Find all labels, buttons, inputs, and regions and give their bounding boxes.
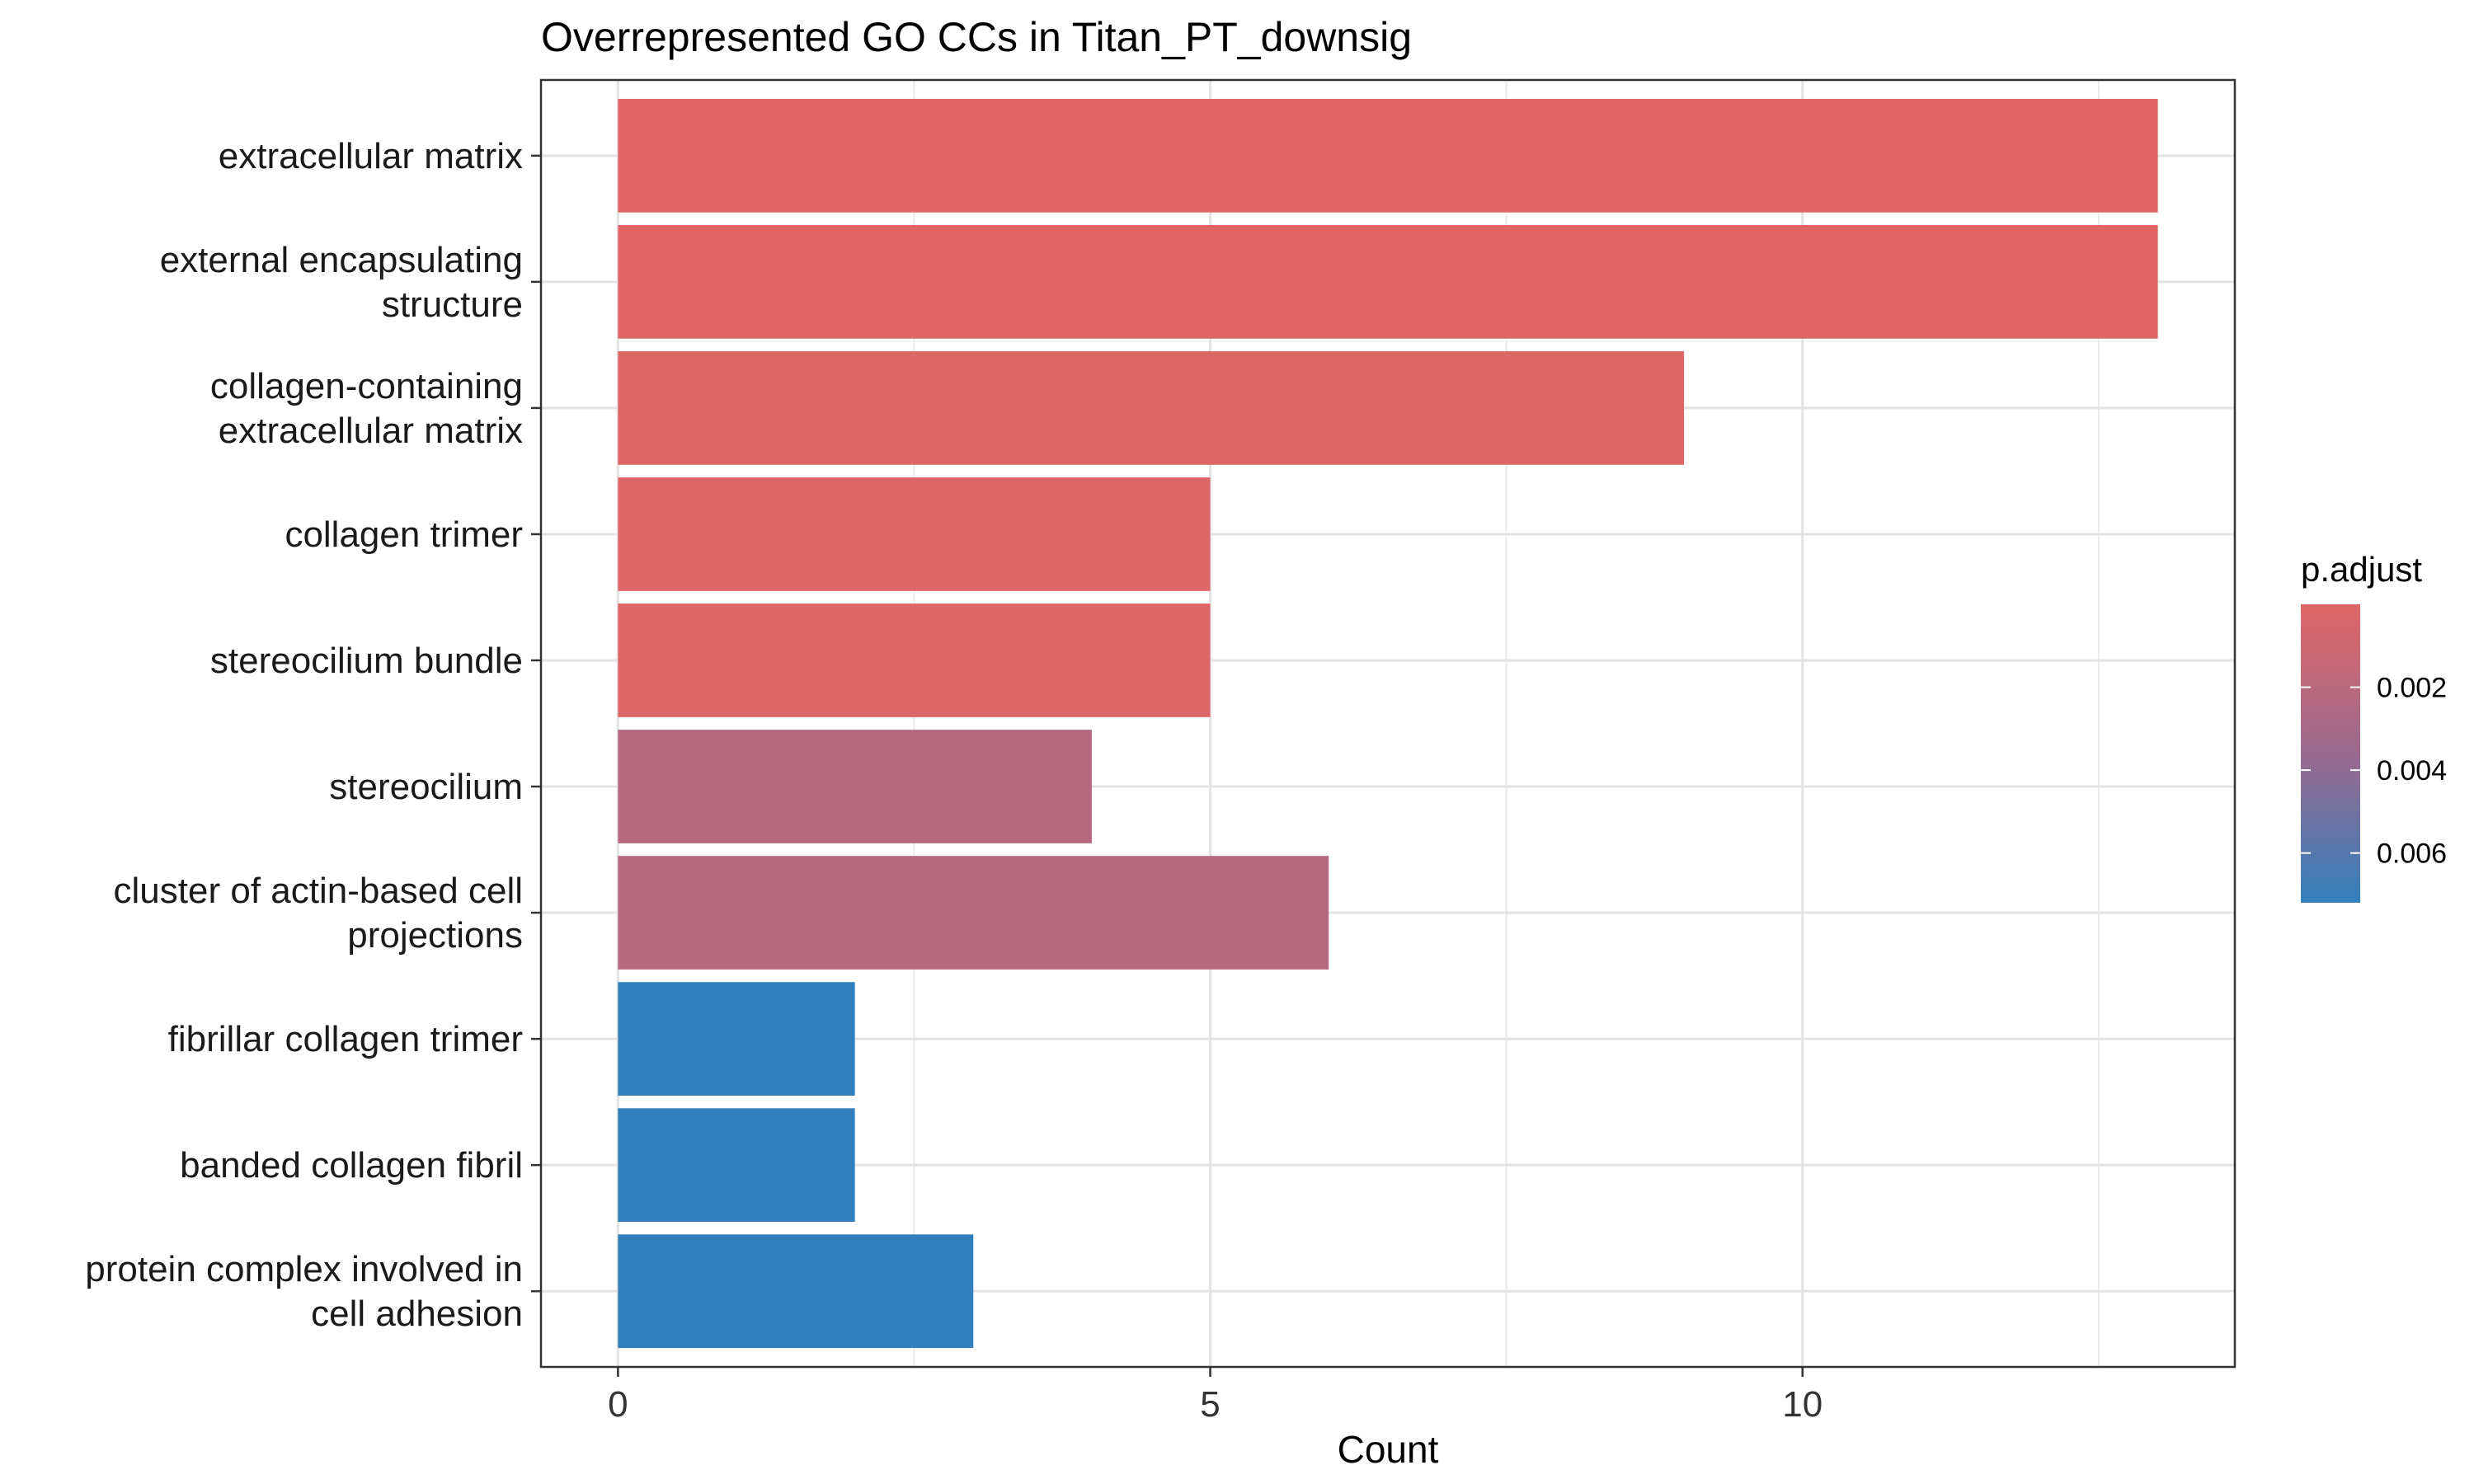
- x-axis-label: Count: [1338, 1428, 1439, 1471]
- y-tick-label: stereocilium: [329, 767, 523, 807]
- x-tick-label: 5: [1200, 1384, 1220, 1425]
- bar: [618, 351, 1685, 465]
- y-tick-label: banded collagen fibril: [180, 1145, 523, 1186]
- bar: [618, 603, 1211, 717]
- plot-panel-border: [539, 78, 2236, 1369]
- y-tick-label: fibrillar collagen trimer: [168, 1019, 523, 1059]
- legend-title: p.adjust: [2301, 550, 2422, 589]
- bar: [618, 856, 1329, 970]
- legend-tick-label: 0.002: [2377, 673, 2447, 704]
- y-tick-label: cluster of actin-based cell projections: [114, 871, 523, 956]
- bar: [618, 224, 2158, 339]
- y-tick-label: extracellular matrix: [219, 136, 523, 176]
- legend-tick-label: 0.006: [2377, 838, 2447, 870]
- y-tick-label: external encapsulating structure: [160, 240, 523, 325]
- bar: [618, 1234, 974, 1349]
- bar: [618, 477, 1211, 591]
- y-tick-label: protein complex involved in cell adhesion: [85, 1249, 523, 1334]
- bar: [618, 730, 1092, 843]
- chart-title: Overrepresented GO CCs in Titan_PT_downs…: [541, 14, 1412, 60]
- bar: [618, 1108, 855, 1223]
- x-tick-label: 10: [1782, 1384, 1823, 1425]
- color-legend: p.adjust 0.002 0.004 0.006: [2301, 550, 2447, 903]
- legend-tick-label: 0.004: [2377, 755, 2447, 787]
- legend-colorbar: [2301, 604, 2360, 903]
- y-tick-label: stereocilium bundle: [210, 641, 523, 681]
- bar: [618, 982, 855, 1096]
- x-tick-label: 0: [608, 1384, 628, 1425]
- y-tick-label: collagen trimer: [285, 514, 523, 555]
- y-tick-label: collagen-containing extracellular matrix: [210, 366, 523, 451]
- bar: [618, 98, 2158, 213]
